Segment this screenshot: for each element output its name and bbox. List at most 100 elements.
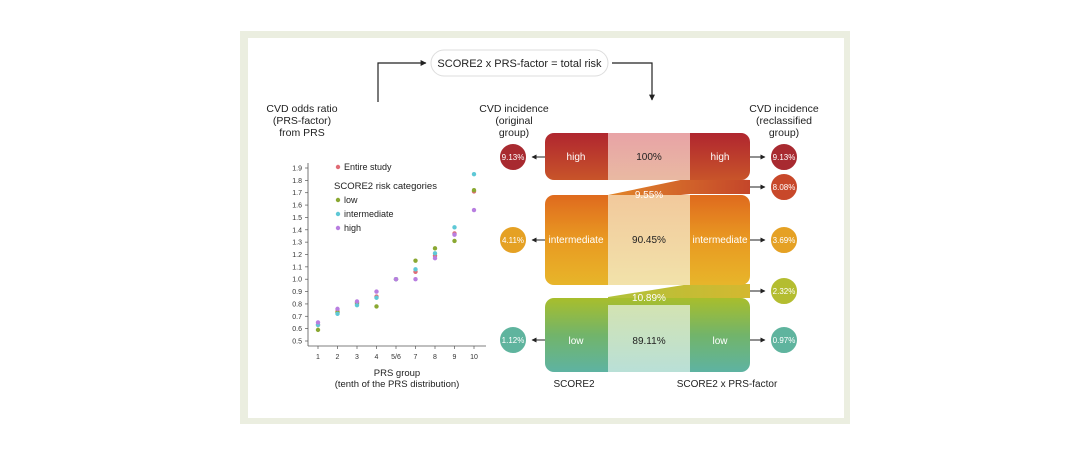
point-high	[413, 277, 418, 282]
incidence-right-high: 9.13%	[773, 153, 796, 162]
point-intermediate	[354, 302, 360, 308]
formula-bubble	[430, 49, 609, 77]
left-header-line-1: CVD incidence	[479, 103, 549, 115]
incidence-circle-transfer-1	[769, 172, 799, 202]
left-header-line-2: (original	[495, 115, 532, 127]
point-low	[315, 327, 321, 333]
y-tick-label: 1.3	[292, 240, 302, 247]
chart-ylabel-line-3: from PRS	[279, 127, 325, 139]
y-tick-label: 0.9	[292, 289, 302, 296]
chart-ylabel-line-1: CVD odds ratio	[266, 103, 337, 115]
label-high-left: high	[567, 152, 586, 163]
y-tick-label: 1.7	[292, 190, 302, 197]
label-high-mid: 100%	[636, 152, 662, 163]
x-tick-label: 3	[355, 354, 359, 361]
legend-marker	[335, 197, 341, 203]
incidence-right-intermediate: 3.69%	[773, 236, 796, 245]
incidence-circle-right-high	[769, 142, 799, 172]
legend-label: high	[344, 223, 361, 233]
incidence-circle-right-intermediate	[769, 225, 799, 255]
y-tick-label: 1.0	[292, 277, 302, 284]
legend-marker	[335, 211, 341, 217]
y-tick-label: 1.2	[292, 252, 302, 259]
incidence-circle-transfer-2	[769, 276, 799, 306]
label-low-right: low	[712, 336, 728, 347]
point-intermediate	[413, 267, 418, 272]
chart-legend: Entire study SCORE2 risk categories low int…	[334, 162, 437, 233]
block-high-mid	[608, 133, 690, 180]
x-tick-label: 8	[433, 354, 437, 361]
bottom-label-score2-prs: SCORE2 x PRS-factor	[677, 379, 778, 390]
point-intermediate	[452, 225, 457, 230]
point-intermediate	[335, 311, 340, 317]
point-high	[432, 256, 438, 261]
y-tick-label: 0.8	[292, 301, 302, 308]
transfer-label-1: 9.55%	[635, 190, 663, 201]
point-low	[374, 304, 379, 309]
point-low	[413, 258, 418, 263]
legend-marker	[335, 164, 341, 170]
incidence-left-low: 1.12%	[502, 336, 525, 345]
point-high	[452, 232, 457, 237]
chart-y-ticks: 1.9 1.8 1.7 1.6 1.5 1.4 1.3 1.2 1.1 1.0 0.9 0.8 0.7 0…	[292, 166, 308, 346]
point-high	[471, 207, 477, 213]
incidence-left-high: 9.13%	[502, 153, 525, 162]
formula-arrow-in	[377, 60, 427, 102]
point-high	[393, 277, 399, 282]
legend-label: Entire study	[344, 162, 392, 172]
formula-text: SCORE2 x PRS-factor = total risk	[437, 58, 602, 70]
point-intermediate	[432, 251, 438, 256]
point-high	[374, 289, 379, 294]
y-tick-label: 0.6	[292, 326, 302, 333]
y-tick-label: 0.7	[292, 314, 302, 321]
label-high-right: high	[711, 152, 730, 163]
x-tick-label: 9	[453, 354, 457, 361]
x-tick-label: 7	[414, 354, 418, 361]
y-tick-label: 1.5	[292, 215, 302, 222]
point-high	[335, 306, 340, 312]
x-tick-label: 10	[470, 354, 478, 361]
y-tick-label: 1.6	[292, 203, 302, 210]
x-tick-label: 2	[336, 354, 340, 361]
x-tick-label: 4	[375, 354, 379, 361]
chart-xlabel-line-1: PRS group	[374, 368, 420, 379]
point-intermediate	[374, 295, 379, 300]
point-low	[432, 246, 438, 251]
y-tick-label: 1.8	[292, 178, 302, 185]
incidence-circle-left-low	[498, 325, 528, 355]
incidence-right-low: 0.97%	[773, 336, 796, 345]
transfer-label-2: 10.89%	[632, 293, 666, 304]
chart-x-ticks: 1 2 3 4 5/6 7 8 9 10	[316, 346, 478, 361]
incidence-circle-right-low	[769, 325, 799, 355]
point-low	[471, 188, 477, 193]
incidence-left-intermediate: 4.11%	[502, 236, 524, 245]
chart-points	[315, 171, 477, 333]
incidence-circle-left-intermediate	[498, 225, 528, 255]
legend-title: SCORE2 risk categories	[334, 181, 437, 192]
legend-label: low	[344, 195, 358, 205]
chart-xlabel-line-2: (tenth of the PRS distribution)	[335, 379, 460, 390]
block-intermediate-mid	[608, 195, 690, 285]
point-high	[354, 299, 360, 304]
chart-ylabel-line-2: (PRS-factor)	[273, 115, 331, 127]
point-intermediate	[471, 171, 477, 177]
label-intermediate-left: intermediate	[548, 235, 603, 246]
x-tick-label: 1	[316, 354, 320, 361]
incidence-transfer-1: 8.08%	[773, 183, 796, 192]
point-high	[315, 320, 321, 325]
point-low	[452, 238, 457, 244]
bottom-label-score2: SCORE2	[553, 379, 595, 390]
y-tick-label: 0.5	[292, 339, 302, 346]
y-tick-label: 1.4	[292, 227, 302, 234]
label-low-mid: 89.11%	[632, 336, 665, 347]
x-tick-label: 5/6	[391, 354, 401, 361]
label-intermediate-mid: 90.45%	[632, 235, 666, 246]
legend-label: intermediate	[344, 209, 394, 219]
y-tick-label: 1.1	[292, 264, 302, 271]
left-header-line-3: group)	[499, 127, 529, 139]
right-header-line-3: group)	[769, 127, 799, 139]
incidence-circle-left-high	[498, 142, 528, 172]
right-header-line-2: (reclassified	[756, 115, 812, 127]
block-low-mid	[608, 305, 690, 372]
